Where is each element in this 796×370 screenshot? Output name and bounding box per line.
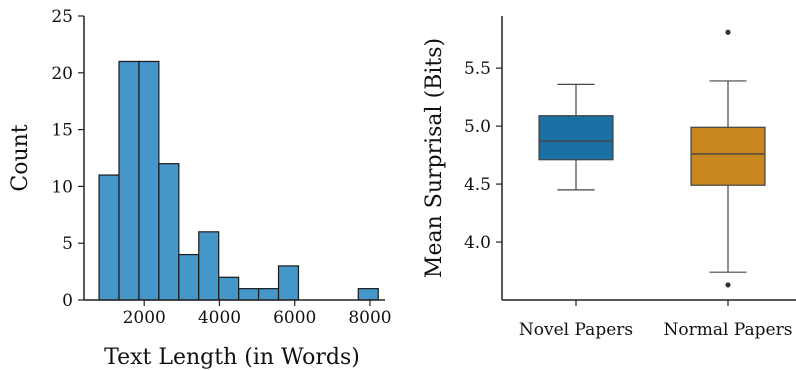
- histogram-x-tick-label: 6000: [273, 308, 316, 328]
- boxplot-y-tick-label: 4.0: [464, 233, 491, 253]
- histogram-y-tick-label: 15: [51, 121, 73, 141]
- histogram-bar: [98, 174, 120, 301]
- boxplot-category-label: Novel Papers: [519, 320, 633, 340]
- histogram-y-tick-label: 0: [62, 291, 73, 311]
- histogram-bar: [257, 288, 280, 301]
- histogram-bar: [218, 276, 240, 301]
- histogram-bar: [178, 253, 200, 301]
- boxplot-panel: Novel Papers Normal Papers 4.0 4.5 5.0 5.5 M…: [422, 16, 796, 340]
- histogram-y-tick-label: 25: [51, 7, 73, 27]
- box-iqr: [690, 126, 766, 186]
- boxplot-y-tick-label: 5.0: [464, 117, 491, 137]
- histogram-bar: [198, 231, 220, 301]
- histogram-x-axis-title: Text Length (in Words): [104, 345, 360, 370]
- boxplot-category-label: Normal Papers: [664, 320, 793, 340]
- boxplot-y-ticks: 4.0 4.5 5.0 5.5: [464, 59, 502, 253]
- histogram-bars: [98, 60, 379, 301]
- histogram-bar: [277, 265, 300, 301]
- histogram-x-ticks: 2000 4000 6000 8000: [123, 300, 392, 328]
- histogram-bar: [238, 288, 260, 301]
- boxplot-y-tick-label: 5.5: [464, 59, 491, 79]
- histogram-bar: [118, 60, 140, 301]
- histogram-bar: [158, 163, 180, 301]
- histogram-x-tick-label: 4000: [198, 308, 241, 328]
- histogram-x-tick-label: 2000: [123, 308, 166, 328]
- boxplot-x-ticks: Novel Papers Normal Papers: [519, 300, 793, 340]
- histogram-y-tick-label: 20: [51, 64, 73, 84]
- histogram-y-axis-title: Count: [8, 124, 33, 191]
- box-iqr: [538, 115, 614, 161]
- histogram-bar: [138, 60, 160, 301]
- box: [538, 83, 614, 191]
- histogram-y-tick-label: 10: [51, 177, 73, 197]
- histogram-x-tick-label: 8000: [348, 308, 391, 328]
- box-outlier: [725, 282, 731, 288]
- boxplot-y-axis-title: Mean Surprisal (Bits): [422, 38, 447, 278]
- histogram-y-ticks: 0 5 10 15 20 25: [51, 7, 84, 311]
- histogram-bar: [357, 288, 379, 301]
- box: [690, 29, 766, 288]
- box-outlier: [725, 29, 731, 35]
- boxplot-y-tick-label: 4.5: [464, 175, 491, 195]
- boxplot-boxes: [538, 29, 766, 288]
- histogram-y-tick-label: 5: [62, 234, 73, 254]
- histogram-panel: 2000 4000 6000 8000 0 5 10 15 20 25 Text Length …: [8, 7, 392, 370]
